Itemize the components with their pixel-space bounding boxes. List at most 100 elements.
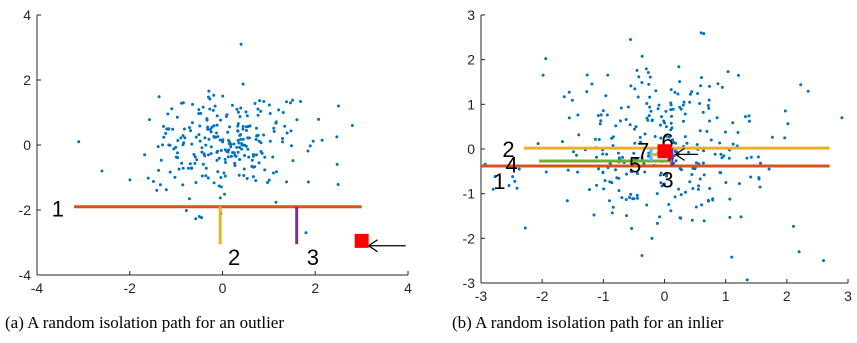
data-point <box>669 108 673 112</box>
data-point <box>633 141 637 145</box>
x-tick-label: 0 <box>661 288 669 304</box>
data-point <box>655 192 659 196</box>
data-point <box>635 171 639 175</box>
data-point <box>181 134 185 138</box>
data-point <box>602 187 606 191</box>
data-point <box>223 157 227 161</box>
data-point <box>260 151 264 155</box>
data-point <box>646 118 650 122</box>
data-point <box>706 104 710 108</box>
data-point <box>682 100 686 104</box>
data-point <box>643 170 647 174</box>
data-point <box>630 170 634 174</box>
data-point <box>236 150 240 154</box>
data-point <box>171 127 175 131</box>
data-point <box>224 114 228 118</box>
data-point <box>640 254 644 258</box>
x-tick-label: -2 <box>124 280 137 296</box>
data-point <box>767 167 771 171</box>
data-point <box>175 151 179 155</box>
data-point <box>162 135 166 139</box>
data-point <box>253 102 257 106</box>
data-point <box>187 197 191 201</box>
data-point <box>679 168 683 172</box>
data-point <box>611 144 615 148</box>
data-point <box>259 141 263 145</box>
data-point <box>216 170 220 174</box>
data-point <box>660 115 664 119</box>
data-point <box>281 140 285 144</box>
data-point <box>662 182 666 186</box>
data-point <box>233 153 237 157</box>
data-point <box>653 134 657 138</box>
data-point <box>237 141 241 145</box>
data-point <box>720 85 724 89</box>
data-point <box>206 125 210 129</box>
x-tick-label: 4 <box>404 280 412 296</box>
data-point <box>747 114 751 118</box>
data-point <box>181 183 185 187</box>
data-point <box>189 129 193 133</box>
y-tick-label: 2 <box>467 52 475 68</box>
data-point <box>238 145 242 149</box>
data-point <box>306 149 310 153</box>
data-point <box>690 173 694 177</box>
data-point <box>263 168 267 172</box>
data-point <box>683 112 687 116</box>
data-point <box>797 250 801 254</box>
data-point <box>700 203 704 207</box>
data-point <box>254 153 258 157</box>
data-point <box>186 166 190 170</box>
data-point <box>236 110 240 114</box>
data-point <box>647 151 651 155</box>
data-point <box>783 109 787 113</box>
data-point <box>696 91 700 95</box>
data-point <box>229 154 233 158</box>
data-point <box>268 139 272 143</box>
data-point <box>190 166 194 170</box>
data-point <box>223 174 227 178</box>
data-point <box>629 84 633 88</box>
data-point <box>225 149 229 153</box>
data-point <box>699 31 703 35</box>
data-point <box>604 94 608 98</box>
data-point <box>598 122 602 126</box>
data-point <box>649 109 653 113</box>
data-point <box>227 148 231 152</box>
data-point <box>606 73 610 77</box>
data-point <box>633 87 637 91</box>
data-point <box>198 139 202 143</box>
data-point <box>645 203 649 207</box>
data-point <box>262 133 266 137</box>
x-tick-label: 3 <box>844 288 852 304</box>
data-point <box>669 121 673 125</box>
data-point <box>739 215 743 219</box>
data-point <box>633 127 637 131</box>
data-point <box>707 84 711 88</box>
data-point <box>181 166 185 170</box>
data-point <box>212 124 216 128</box>
x-tick-label: 2 <box>783 288 791 304</box>
data-point <box>291 98 295 102</box>
data-point <box>587 188 591 192</box>
data-point <box>671 138 675 142</box>
data-point <box>208 97 212 101</box>
data-point <box>634 125 638 129</box>
data-point <box>100 169 104 173</box>
data-point <box>191 102 195 106</box>
data-point <box>677 65 681 69</box>
data-point <box>200 216 204 220</box>
split-label-3: 3 <box>307 245 319 270</box>
data-point <box>731 142 735 146</box>
data-point <box>636 95 640 99</box>
y-tick-label: 3 <box>467 7 475 23</box>
data-point <box>266 181 270 185</box>
data-point <box>610 181 614 185</box>
data-point <box>223 192 227 196</box>
data-point <box>683 190 687 194</box>
data-point <box>640 54 644 58</box>
data-point <box>255 134 259 138</box>
data-point <box>719 171 723 175</box>
data-point <box>694 161 698 165</box>
data-point <box>308 144 312 148</box>
